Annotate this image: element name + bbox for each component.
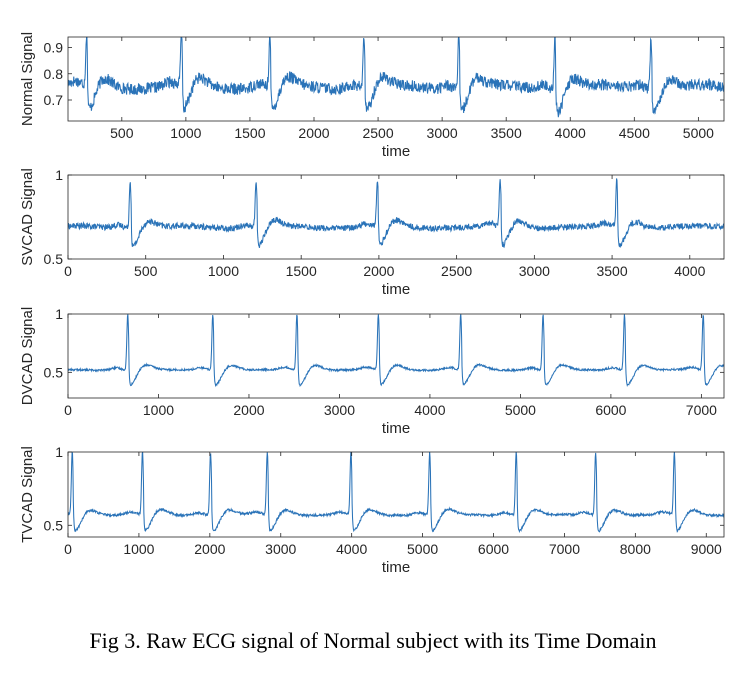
x-tick-label: 1000 [170,125,201,141]
y-axis-label: SVCAD Signal [19,168,36,266]
x-axis-label: time [382,143,410,160]
x-tick-label: 500 [134,263,158,279]
x-tick-label: 6000 [478,541,509,557]
y-tick-label: 0.7 [44,92,64,108]
x-tick-label: 3000 [265,541,296,557]
y-tick-label: 1 [55,167,63,183]
y-axis-label: Normal Signal [19,32,36,126]
x-tick-label: 3000 [519,263,550,279]
x-tick-label: 1000 [208,263,239,279]
y-tick-label: 0.9 [44,40,64,56]
x-tick-label: 5000 [407,541,438,557]
signal-line [68,37,724,118]
y-tick-label: 0.5 [44,251,64,267]
x-tick-label: 3500 [491,125,522,141]
x-tick-label: 2500 [362,125,393,141]
signal-line [68,314,724,388]
y-tick-label: 0.5 [44,517,64,533]
x-tick-label: 9000 [691,541,722,557]
axes-box [67,174,725,260]
subplot-3: 0 1000 2000 3000 4000 5000 6000 7000 0.5 1 time DVC… [19,306,725,437]
x-tick-label: 0 [64,541,72,557]
x-tick-label: 4000 [414,402,445,418]
axes-box [67,36,725,122]
x-tick-label: 2000 [233,402,264,418]
x-tick-label: 2000 [194,541,225,557]
x-tick-label: 2000 [298,125,329,141]
signal-line [68,452,724,534]
figure-caption: Fig 3. Raw ECG signal of Normal subject … [89,628,657,653]
y-tick-label: 1 [55,444,63,460]
x-tick-label: 4000 [336,541,367,557]
axes-box [67,451,725,538]
x-tick-label: 0 [64,263,72,279]
subplot-2: 0 500 1000 1500 2000 2500 3000 3500 4000 0.5 1 time… [19,167,725,298]
x-tick-label: 6000 [595,402,626,418]
x-tick-label: 8000 [620,541,651,557]
x-axis-label: time [382,559,410,576]
x-tick-label: 7000 [549,541,580,557]
subplot-4: 0 1000 2000 3000 4000 5000 6000 7000 8000 9000 0.5… [19,444,725,576]
x-tick-label: 5000 [683,125,714,141]
x-tick-label: 1000 [123,541,154,557]
x-axis-label: time [382,420,410,437]
y-axis-label: DVCAD Signal [19,307,36,405]
x-tick-label: 4000 [674,263,705,279]
x-tick-label: 2000 [363,263,394,279]
y-tick-label: 0.8 [44,66,64,82]
x-tick-label: 4500 [619,125,650,141]
y-axis-label: TVCAD Signal [19,446,36,543]
subplot-1: 500 1000 1500 2000 2500 3000 3500 4000 4500 5000 0… [19,32,725,160]
x-tick-label: 3000 [324,402,355,418]
x-axis-label: time [382,281,410,298]
x-tick-label: 500 [110,125,134,141]
x-tick-label: 1500 [286,263,317,279]
y-tick-label: 0.5 [44,364,64,380]
axes-box [67,313,725,399]
x-tick-label: 0 [64,402,72,418]
x-tick-label: 3000 [427,125,458,141]
x-tick-label: 3500 [596,263,627,279]
x-tick-label: 4000 [555,125,586,141]
x-tick-label: 7000 [686,402,717,418]
y-tick-label: 1 [55,306,63,322]
signal-line [68,178,724,249]
x-tick-label: 1500 [234,125,265,141]
x-tick-label: 1000 [143,402,174,418]
x-tick-label: 5000 [505,402,536,418]
ecg-figure: 500 1000 1500 2000 2500 3000 3500 4000 4500 50000… [19,32,725,576]
x-tick-label: 2500 [441,263,472,279]
